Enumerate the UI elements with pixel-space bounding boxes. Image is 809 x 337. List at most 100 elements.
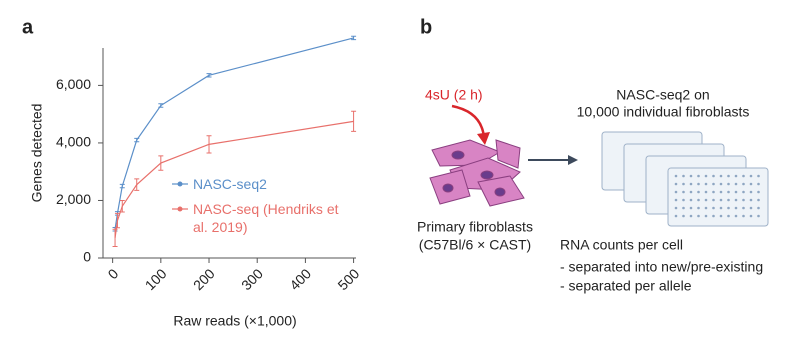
plate-well: [734, 198, 738, 202]
x-tick-label: 300: [238, 265, 266, 293]
plate-well: [757, 206, 760, 210]
error-bar: [158, 155, 164, 171]
legend-marker: [177, 206, 183, 212]
plate-well: [742, 190, 745, 194]
x-axis-label: Raw reads (×1,000): [173, 313, 296, 329]
panel-label: a: [22, 16, 34, 38]
legend-label: NASC-seq (Hendriks et al. 2019): [193, 201, 339, 235]
plate-well: [749, 190, 753, 194]
y-axis-label: Genes detected: [29, 104, 45, 203]
y-tick-label: 4,000: [56, 134, 91, 150]
plate-well: [674, 182, 678, 186]
plate-well: [674, 206, 678, 210]
error-bar: [119, 199, 125, 213]
plate-well: [712, 206, 715, 210]
plate-well: [697, 190, 700, 194]
plate-well: [674, 174, 678, 178]
plate-well: [749, 182, 753, 186]
plate-well: [704, 206, 708, 210]
plate-well: [719, 190, 723, 194]
plate-well: [689, 206, 693, 210]
plate-well: [742, 206, 745, 210]
plate-well: [697, 206, 700, 210]
arrow-head: [477, 132, 490, 145]
panel-label: b: [420, 16, 432, 38]
plate-well: [727, 214, 730, 218]
plate-well: [757, 182, 760, 186]
plate-well: [727, 190, 730, 194]
plate-well: [704, 190, 708, 194]
error-bar: [351, 110, 357, 132]
plate-well: [749, 198, 753, 202]
x-tick-label: 500: [334, 265, 362, 293]
plate-well: [704, 174, 708, 178]
plate-well: [697, 182, 700, 186]
cells-label: (C57Bl/6 × CAST): [419, 237, 531, 253]
plate-well: [742, 182, 745, 186]
plate-well: [719, 198, 723, 202]
error-bar: [206, 73, 212, 78]
plate-well: [682, 206, 685, 210]
plate-well: [704, 182, 708, 186]
error-bar: [351, 35, 357, 41]
x-tick-label: 400: [286, 265, 314, 293]
treatment-label: 4sU (2 h): [425, 87, 483, 103]
plates-label: 10,000 individual fibroblasts: [577, 104, 750, 120]
plate-well: [682, 190, 685, 194]
plate-well: [749, 174, 753, 178]
plate-well: [689, 182, 693, 186]
arrow: [451, 104, 486, 139]
plate-well: [689, 198, 693, 202]
cells: [429, 139, 525, 207]
plate-well: [757, 198, 760, 202]
plate-well: [697, 214, 700, 218]
plate-well: [719, 214, 723, 218]
error-bar: [158, 103, 164, 108]
plate-well: [727, 206, 730, 210]
plate-well: [749, 206, 753, 210]
error-bar: [134, 178, 140, 191]
plate-well: [734, 190, 738, 194]
plate-well: [682, 182, 685, 186]
plate-well: [682, 214, 685, 218]
plate-well: [749, 214, 753, 218]
plate-well: [697, 174, 700, 178]
error-bar: [112, 228, 118, 247]
plate-well: [757, 174, 760, 178]
plate-well: [727, 174, 730, 178]
plate-well: [674, 214, 678, 218]
plate-well: [682, 174, 685, 178]
error-bar: [206, 135, 212, 154]
plate-well: [674, 198, 678, 202]
plate-well: [712, 190, 715, 194]
plate-well: [712, 198, 715, 202]
plate-well: [674, 190, 678, 194]
output-label: - separated into new/pre-existing: [560, 259, 763, 275]
x-tick-label: 0: [105, 265, 122, 282]
arrow-head: [568, 155, 578, 165]
plate-well: [704, 198, 708, 202]
plate-well: [712, 174, 715, 178]
cells-label: Primary fibroblasts: [417, 219, 533, 235]
plate-well: [682, 198, 685, 202]
legend-marker: [177, 181, 183, 187]
plate-well: [719, 206, 723, 210]
plate-well: [742, 198, 745, 202]
plate-well: [689, 174, 693, 178]
y-tick-label: 6,000: [56, 76, 91, 92]
plates: [601, 131, 769, 227]
plate-well: [712, 182, 715, 186]
plate-well: [742, 174, 745, 178]
plate-well: [689, 214, 693, 218]
plate-well: [712, 214, 715, 218]
plate-well: [727, 198, 730, 202]
plates-label: NASC-seq2 on: [616, 87, 709, 103]
error-bar: [114, 212, 120, 229]
error-bar: [119, 183, 125, 189]
plate-well: [734, 174, 738, 178]
plate-well: [704, 214, 708, 218]
plate-well: [757, 190, 760, 194]
y-tick-label: 0: [83, 249, 91, 265]
